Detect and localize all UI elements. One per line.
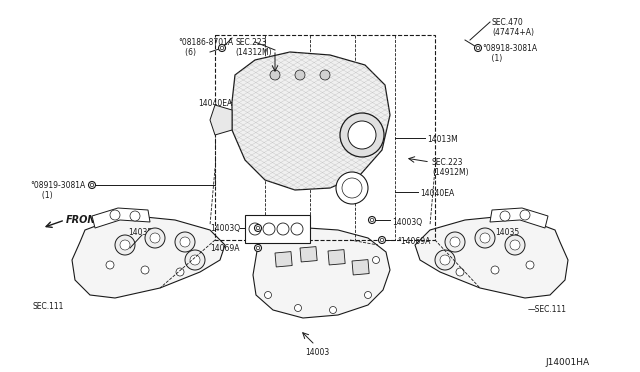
Circle shape: [176, 268, 184, 276]
Circle shape: [218, 45, 225, 51]
Bar: [328, 250, 345, 265]
Text: SEC.223
(14312M): SEC.223 (14312M): [235, 38, 271, 57]
Circle shape: [510, 240, 520, 250]
Circle shape: [480, 233, 490, 243]
Polygon shape: [245, 215, 310, 243]
Circle shape: [255, 224, 262, 231]
Polygon shape: [253, 228, 390, 318]
Text: FRONT: FRONT: [66, 215, 103, 225]
Text: 14035: 14035: [128, 228, 152, 237]
Circle shape: [270, 70, 280, 80]
Circle shape: [145, 228, 165, 248]
Text: —SEC.111: —SEC.111: [528, 305, 567, 314]
Circle shape: [255, 244, 262, 251]
Circle shape: [256, 246, 260, 250]
Circle shape: [369, 217, 376, 224]
Circle shape: [190, 255, 200, 265]
Polygon shape: [232, 52, 390, 190]
Circle shape: [120, 240, 130, 250]
Text: 14035: 14035: [495, 228, 519, 237]
Circle shape: [491, 266, 499, 274]
Polygon shape: [210, 105, 232, 135]
Circle shape: [295, 70, 305, 80]
Text: °14069A: °14069A: [397, 237, 430, 246]
Circle shape: [336, 172, 368, 204]
Bar: [300, 247, 317, 262]
Circle shape: [380, 238, 384, 242]
Text: SEC.223
(14912M): SEC.223 (14912M): [432, 158, 468, 177]
Circle shape: [277, 223, 289, 235]
Text: °08919-3081A
     (1): °08919-3081A (1): [30, 181, 85, 201]
Polygon shape: [72, 215, 225, 298]
Circle shape: [141, 266, 149, 274]
Circle shape: [110, 210, 120, 220]
Circle shape: [220, 46, 224, 50]
Circle shape: [456, 268, 464, 276]
Text: 14040EA: 14040EA: [420, 189, 454, 198]
Bar: [275, 251, 292, 267]
Circle shape: [526, 261, 534, 269]
Circle shape: [185, 250, 205, 270]
Text: 14003: 14003: [305, 348, 329, 357]
Circle shape: [249, 223, 261, 235]
Circle shape: [294, 305, 301, 311]
Circle shape: [378, 237, 385, 244]
Circle shape: [450, 237, 460, 247]
Text: 14003Q: 14003Q: [392, 218, 422, 227]
Circle shape: [150, 233, 160, 243]
Circle shape: [435, 250, 455, 270]
Circle shape: [90, 183, 93, 187]
Circle shape: [320, 70, 330, 80]
Text: °08186-8701A
   (6): °08186-8701A (6): [178, 38, 233, 57]
Circle shape: [264, 292, 271, 298]
Text: 14069A: 14069A: [210, 244, 239, 253]
Text: 14013M: 14013M: [427, 135, 458, 144]
Text: J14001HA: J14001HA: [546, 358, 590, 367]
Circle shape: [520, 210, 530, 220]
Circle shape: [476, 46, 480, 50]
Circle shape: [475, 228, 495, 248]
Text: 14003Q: 14003Q: [210, 224, 240, 233]
Text: °08918-3081A
    (1): °08918-3081A (1): [482, 44, 537, 63]
Circle shape: [371, 218, 374, 222]
Text: 14040EA: 14040EA: [198, 99, 232, 108]
Text: SEC.111: SEC.111: [32, 302, 63, 311]
Polygon shape: [415, 215, 568, 298]
Circle shape: [372, 257, 380, 263]
Circle shape: [445, 232, 465, 252]
Circle shape: [130, 211, 140, 221]
Circle shape: [106, 261, 114, 269]
Circle shape: [175, 232, 195, 252]
Text: 14040E: 14040E: [255, 230, 284, 239]
Circle shape: [180, 237, 190, 247]
Circle shape: [505, 235, 525, 255]
Circle shape: [474, 45, 481, 51]
Circle shape: [342, 178, 362, 198]
Circle shape: [500, 211, 510, 221]
Circle shape: [440, 255, 450, 265]
Text: (47474+A): (47474+A): [492, 28, 534, 37]
Circle shape: [365, 292, 371, 298]
Circle shape: [263, 223, 275, 235]
Circle shape: [330, 307, 337, 314]
Circle shape: [256, 226, 260, 230]
Circle shape: [88, 182, 95, 189]
Circle shape: [291, 223, 303, 235]
Polygon shape: [92, 208, 150, 228]
Bar: [215, 35, 435, 240]
Circle shape: [115, 235, 135, 255]
Circle shape: [348, 121, 376, 149]
Text: SEC.470: SEC.470: [492, 18, 524, 27]
Polygon shape: [490, 208, 548, 228]
Bar: [352, 260, 369, 275]
Circle shape: [340, 113, 384, 157]
